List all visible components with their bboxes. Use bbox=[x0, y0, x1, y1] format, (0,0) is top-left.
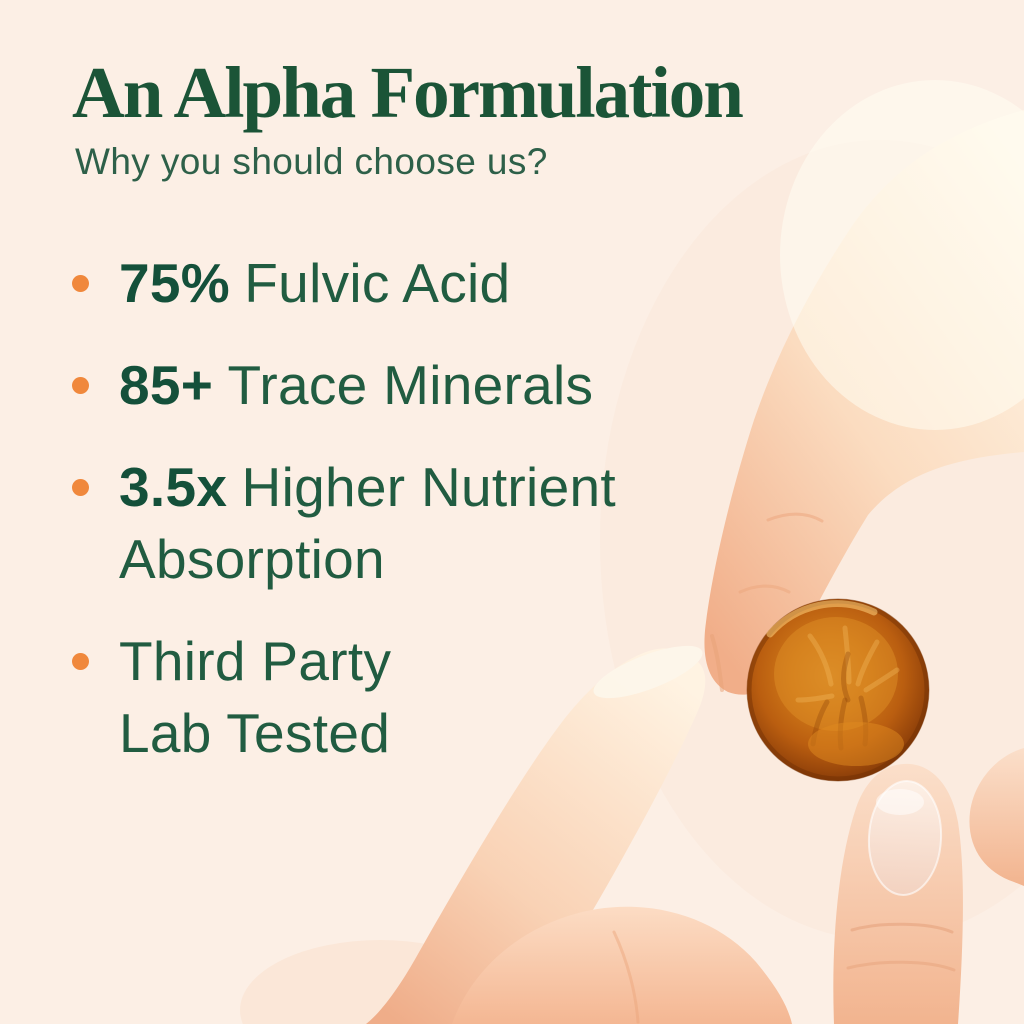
curled-fingers bbox=[452, 906, 792, 1024]
benefit-highlight: 3.5x bbox=[119, 456, 228, 519]
benefit-rest: Fulvic Acid bbox=[244, 252, 511, 315]
right-knuckle bbox=[969, 748, 1024, 886]
thumb-graphic bbox=[833, 763, 963, 1024]
thumb-crease-1 bbox=[850, 922, 954, 934]
bullet-dot bbox=[72, 653, 89, 671]
benefit-text: Third Party Lab Tested bbox=[119, 625, 391, 769]
bullet-dot bbox=[72, 479, 89, 497]
lozenge-bottom-glow bbox=[808, 722, 904, 766]
content-column: An Alpha Formulation Why you should choo… bbox=[72, 54, 752, 799]
curled-finger-crease bbox=[612, 930, 640, 1024]
benefit-text: 85+ Trace Minerals bbox=[119, 349, 593, 421]
index-knuckle-crease bbox=[766, 512, 824, 523]
lozenge-top-highlight bbox=[766, 600, 878, 638]
bullet-dot bbox=[72, 275, 89, 293]
page-subtitle: Why you should choose us? bbox=[75, 141, 548, 183]
index-knuckle-crease-2 bbox=[738, 584, 791, 594]
middle-finger bbox=[366, 648, 706, 1024]
bullet-dot bbox=[72, 377, 89, 395]
benefits-list: 75% Fulvic Acid 85+ Trace Minerals 3.5x Hig… bbox=[72, 247, 752, 769]
thumb-crease-2 bbox=[846, 960, 956, 972]
benefit-highlight: 85+ bbox=[119, 354, 214, 417]
hand-graphic bbox=[366, 80, 1024, 1024]
lozenge-inner-disc bbox=[774, 617, 898, 731]
lozenge-light-streaks bbox=[795, 625, 900, 703]
benefit-rest: Third Party Lab Tested bbox=[119, 630, 392, 765]
benefit-text: 75% Fulvic Acid bbox=[119, 247, 510, 319]
benefit-item-nutrient-absorption: 3.5x Higher Nutrient Absorption bbox=[72, 451, 752, 595]
fingertip-seam bbox=[710, 634, 724, 692]
benefit-text: 3.5x Higher Nutrient Absorption bbox=[119, 451, 616, 595]
benefit-item-fulvic-acid: 75% Fulvic Acid bbox=[72, 247, 752, 319]
benefit-item-lab-tested: Third Party Lab Tested bbox=[72, 625, 752, 769]
lozenge-graphic bbox=[746, 598, 930, 782]
benefit-rest: Higher Nutrient Absorption bbox=[119, 456, 616, 591]
hand-highlight bbox=[780, 80, 1024, 430]
benefit-rest: Trace Minerals bbox=[227, 354, 594, 417]
benefit-highlight: 75% bbox=[119, 252, 230, 315]
fingernail-sliver bbox=[593, 645, 703, 699]
thumbnail-highlight bbox=[876, 789, 924, 815]
benefit-item-trace-minerals: 85+ Trace Minerals bbox=[72, 349, 752, 421]
page-title: An Alpha Formulation bbox=[72, 52, 744, 133]
